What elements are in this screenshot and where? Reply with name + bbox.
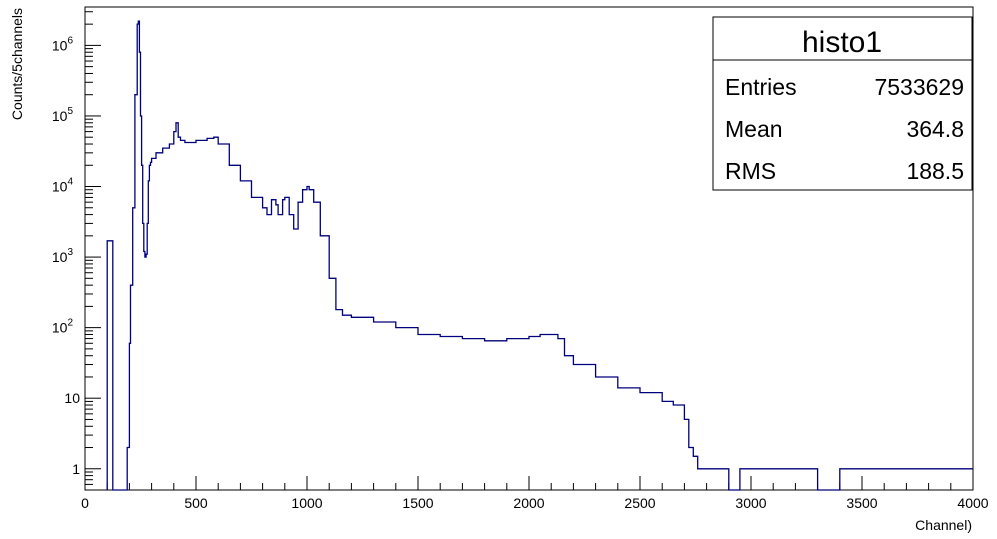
y-tick-label: 103 [52,247,74,265]
y-tick-label: 105 [52,106,74,124]
stats-entries-value: 7533629 [874,74,964,100]
y-tick-label: 10 [64,390,80,406]
x-axis-label: Channel) [915,517,972,533]
y-axis-label: Counts/5channels [9,8,25,120]
stats-entries-label: Entries [725,74,797,100]
x-axis: 0 500 1000 1500 2000 2500 3000 3500 4000 [81,476,989,511]
x-tick-label: 0 [81,495,89,511]
y-tick-label: 102 [52,318,74,336]
y-axis: 1 10 102 103 104 105 106 [52,11,101,491]
stats-rms-label: RMS [725,158,776,184]
x-tick-label: 3500 [846,495,877,511]
stats-box: histo1 Entries 7533629 Mean 364.8 RMS 18… [712,16,973,191]
x-tick-label: 2000 [513,495,544,511]
y-tick-label: 104 [52,177,74,195]
x-tick-label: 2500 [624,495,655,511]
stats-title: histo1 [802,26,882,59]
x-tick-label: 4000 [957,495,988,511]
x-tick-label: 500 [184,495,208,511]
y-tick-label: 106 [52,35,74,53]
x-tick-label: 3000 [735,495,766,511]
y-tick-label: 1 [72,461,80,477]
x-tick-label: 1500 [402,495,433,511]
stats-mean-label: Mean [725,116,783,142]
stats-mean-value: 364.8 [906,116,964,142]
stats-rms-value: 188.5 [906,158,964,184]
x-tick-label: 1000 [291,495,322,511]
histogram-series-line [106,20,973,491]
